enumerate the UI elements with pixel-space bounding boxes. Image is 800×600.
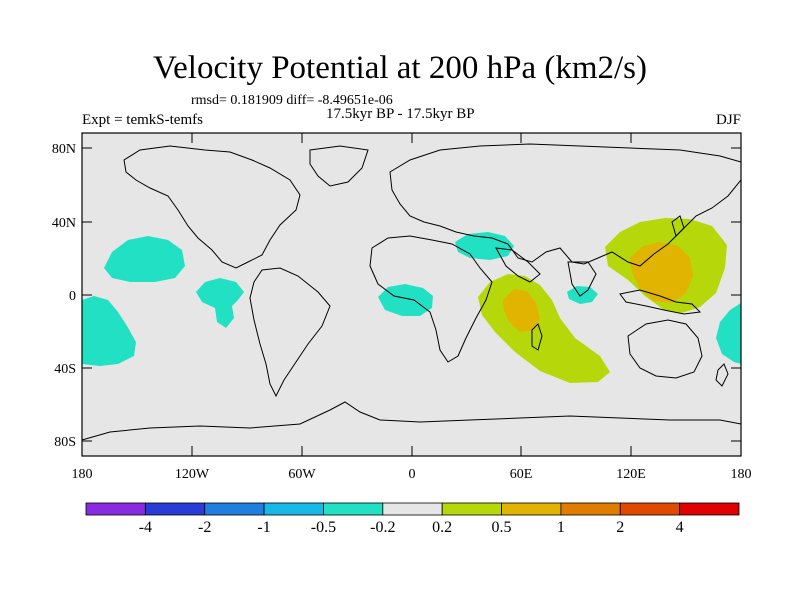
colorbar-label: 0.2: [432, 519, 453, 536]
season-label: DJF: [715, 112, 741, 128]
colorbar-box: [619, 502, 681, 516]
colorbar-box: [679, 502, 740, 516]
colorbar-label: -0.2: [370, 519, 396, 536]
colorbar-label: -0.5: [310, 519, 337, 536]
lat-tick-label: 40N: [52, 216, 76, 231]
colorbar-box: [323, 502, 384, 516]
negative-region-north-pacific: [104, 236, 185, 282]
coast-antarctica: [81, 401, 742, 441]
colorbar-box: [501, 502, 562, 516]
lon-tick-label: 60W: [288, 467, 316, 482]
lon-tick-label: 180: [72, 467, 93, 482]
lat-tick-label: 40S: [54, 362, 76, 377]
stats-text: rmsd= 0.181909 diff= -8.49651e-06: [191, 93, 393, 108]
period-label: 17.5kyr BP - 17.5kyr BP: [326, 106, 475, 122]
colorbar-label: 1: [556, 519, 565, 536]
lon-tick-label: 120W: [175, 467, 210, 482]
coast-india: [567, 261, 597, 297]
colorbar-box: [263, 502, 324, 516]
colorbar-box: [382, 502, 443, 516]
colorbar-box: [560, 502, 621, 516]
lon-tick-label: 120E: [616, 467, 646, 482]
strong-positive-region-africa: [503, 289, 540, 332]
colorbar-label: -2: [198, 519, 212, 536]
lon-tick-label: 180: [731, 467, 752, 482]
colorbar-label: -4: [138, 519, 153, 536]
colorbar-label: 4: [675, 519, 684, 536]
colorbar-label: 0.5: [491, 519, 512, 536]
coast-south-america: [249, 267, 331, 398]
lat-tick-label: 80N: [52, 142, 76, 157]
coast-north-america: [123, 145, 301, 269]
colorbar-box: [85, 502, 146, 516]
coast-australia: [627, 319, 703, 379]
colorbar-box: [204, 502, 265, 516]
coast-arabia: [495, 247, 541, 283]
coast-eurasia: [389, 143, 742, 267]
coast-madagascar: [531, 323, 543, 351]
lon-tick-label: 0: [409, 467, 416, 482]
coast-southeast-asia-islands: [619, 289, 702, 315]
lat-tick-label: 80S: [54, 435, 76, 450]
lon-tick-label: 60E: [510, 467, 533, 482]
coast-new-zealand: [715, 363, 729, 387]
negative-region-atlantic: [378, 284, 433, 316]
coast-japan: [671, 215, 685, 237]
coastlines: [81, 143, 742, 441]
tick-marks: [82, 133, 741, 456]
negative-region-south-pacific: [82, 296, 136, 366]
negative-region-southwest-pacific: [716, 303, 741, 364]
experiment-label: Expt = temkS-temfs: [82, 112, 203, 128]
negative-region-east-pacific: [196, 278, 244, 328]
colorbar: [85, 502, 740, 516]
map-title: Velocity Potential at 200 hPa (km2/s): [152, 50, 648, 86]
coast-greenland: [309, 145, 369, 187]
colorbar-label: 2: [616, 519, 625, 536]
colorbar-label: -1: [257, 519, 271, 536]
negative-region-indian-ocean: [567, 286, 598, 304]
coast-africa: [369, 235, 493, 363]
colorbar-box: [144, 502, 206, 516]
strong-positive-region-west-pacific: [630, 242, 693, 303]
lat-tick-label: 0: [69, 289, 76, 304]
colorbar-box: [441, 502, 502, 516]
